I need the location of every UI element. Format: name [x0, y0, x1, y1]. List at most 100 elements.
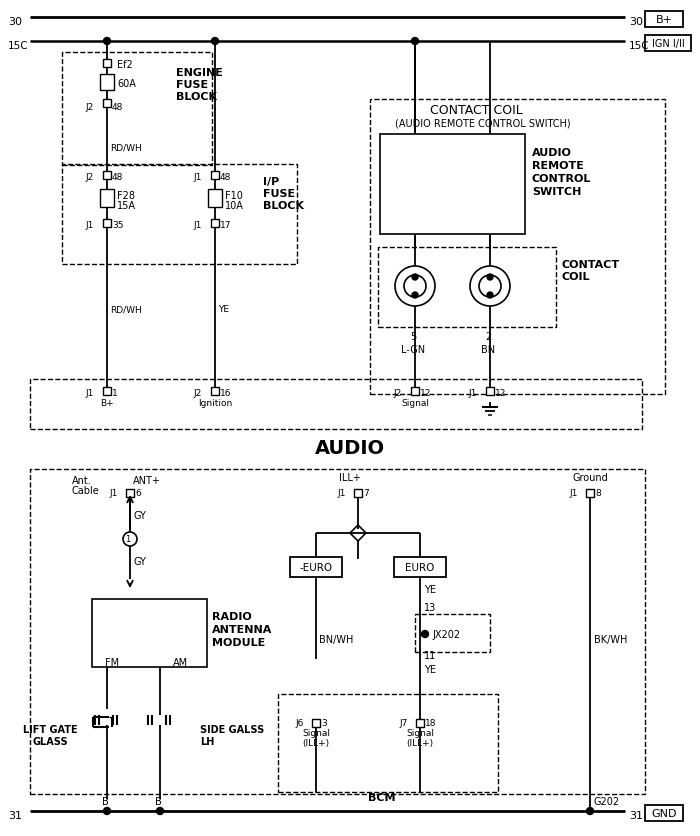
Text: 12: 12	[420, 388, 431, 397]
Circle shape	[412, 293, 418, 298]
Bar	[100, 190, 114, 208]
Text: JX202: JX202	[432, 630, 460, 640]
Bar	[312, 719, 320, 727]
Text: GY: GY	[133, 556, 146, 566]
Text: J1: J1	[337, 489, 346, 498]
Text: 16: 16	[220, 388, 232, 397]
Text: 5: 5	[410, 332, 416, 342]
Text: 30: 30	[8, 17, 22, 27]
Text: J6: J6	[295, 719, 304, 727]
Text: YE: YE	[424, 665, 436, 674]
Bar	[354, 489, 362, 497]
Bar	[278, 694, 498, 792]
Circle shape	[487, 275, 493, 281]
Text: 1: 1	[125, 535, 131, 544]
Text: AUDIO: AUDIO	[532, 148, 572, 158]
Text: 60A: 60A	[117, 79, 136, 89]
Text: 11: 11	[424, 650, 436, 660]
Bar	[208, 190, 222, 208]
Text: FM: FM	[105, 657, 119, 667]
Text: YE: YE	[424, 584, 436, 594]
Text: LH: LH	[200, 737, 214, 746]
Bar	[211, 220, 219, 227]
Text: Ignition: Ignition	[198, 398, 232, 407]
Text: F10: F10	[225, 191, 243, 201]
Bar	[378, 247, 556, 328]
Text: FUSE: FUSE	[263, 189, 295, 199]
Bar	[211, 171, 219, 180]
Bar	[645, 805, 683, 821]
Bar	[103, 388, 111, 395]
Text: 3: 3	[321, 719, 327, 727]
Text: RADIO: RADIO	[212, 611, 252, 621]
Text: J1: J1	[85, 222, 94, 230]
Circle shape	[412, 275, 418, 281]
Bar	[100, 75, 114, 91]
Text: BK/WH: BK/WH	[594, 635, 627, 645]
Text: ANT+: ANT+	[133, 476, 161, 486]
Text: J2: J2	[85, 173, 94, 182]
Text: BCM: BCM	[368, 792, 395, 802]
Text: 30: 30	[629, 17, 643, 27]
Bar	[92, 599, 207, 667]
Bar	[103, 220, 111, 227]
Text: RD/WH: RD/WH	[110, 305, 141, 314]
Bar	[103, 99, 111, 108]
Text: Ef2: Ef2	[117, 60, 133, 70]
Text: 48: 48	[112, 104, 123, 112]
Bar	[415, 614, 490, 652]
Text: -EURO: -EURO	[300, 563, 332, 573]
Text: LIFT GATE: LIFT GATE	[22, 724, 77, 734]
Text: REMOTE: REMOTE	[532, 161, 584, 171]
Text: (ILL+): (ILL+)	[407, 739, 433, 747]
Text: 12: 12	[495, 388, 506, 397]
Text: YE: YE	[218, 305, 229, 314]
Text: CONTACT COIL: CONTACT COIL	[430, 104, 523, 116]
Text: 17: 17	[220, 222, 232, 230]
Text: I/P: I/P	[263, 176, 279, 186]
Text: 35: 35	[112, 222, 123, 230]
Text: B+: B+	[100, 398, 114, 407]
Bar	[394, 558, 446, 578]
Bar	[645, 36, 691, 52]
Bar	[62, 165, 297, 265]
Text: BN: BN	[481, 344, 495, 354]
Circle shape	[104, 38, 111, 45]
Bar	[486, 388, 494, 395]
Bar	[290, 558, 342, 578]
Bar	[103, 171, 111, 180]
Text: L-GN: L-GN	[401, 344, 425, 354]
Text: COIL: COIL	[562, 272, 591, 282]
Text: (AUDIO REMOTE CONTROL SWITCH): (AUDIO REMOTE CONTROL SWITCH)	[395, 118, 570, 128]
Text: EURO: EURO	[405, 563, 435, 573]
Text: 48: 48	[112, 173, 123, 182]
Text: Signal: Signal	[406, 729, 434, 737]
Text: BLOCK: BLOCK	[176, 92, 217, 102]
Text: B: B	[155, 796, 162, 806]
Text: (ILL+): (ILL+)	[302, 739, 330, 747]
Text: GLASS: GLASS	[32, 737, 68, 746]
Bar	[370, 99, 665, 395]
Circle shape	[587, 808, 594, 814]
Bar	[211, 388, 219, 395]
Text: 15C: 15C	[629, 41, 650, 51]
Text: 8: 8	[595, 489, 601, 498]
Text: J2: J2	[85, 104, 94, 112]
Text: ANTENNA: ANTENNA	[212, 624, 272, 635]
Text: 13: 13	[424, 602, 436, 612]
Text: J2: J2	[393, 388, 402, 397]
Circle shape	[412, 38, 419, 45]
Bar	[380, 135, 525, 235]
Text: B+: B+	[655, 15, 673, 25]
Bar	[645, 12, 683, 28]
Text: AM: AM	[172, 657, 188, 667]
Text: SWITCH: SWITCH	[532, 186, 582, 196]
Text: 15C: 15C	[8, 41, 29, 51]
Text: Ant.: Ant.	[72, 476, 92, 486]
Text: 18: 18	[425, 719, 437, 727]
Text: J1: J1	[194, 222, 202, 230]
Text: FUSE: FUSE	[176, 80, 208, 90]
Text: MODULE: MODULE	[212, 637, 265, 647]
Bar	[30, 470, 645, 794]
Text: Signal: Signal	[401, 398, 429, 407]
